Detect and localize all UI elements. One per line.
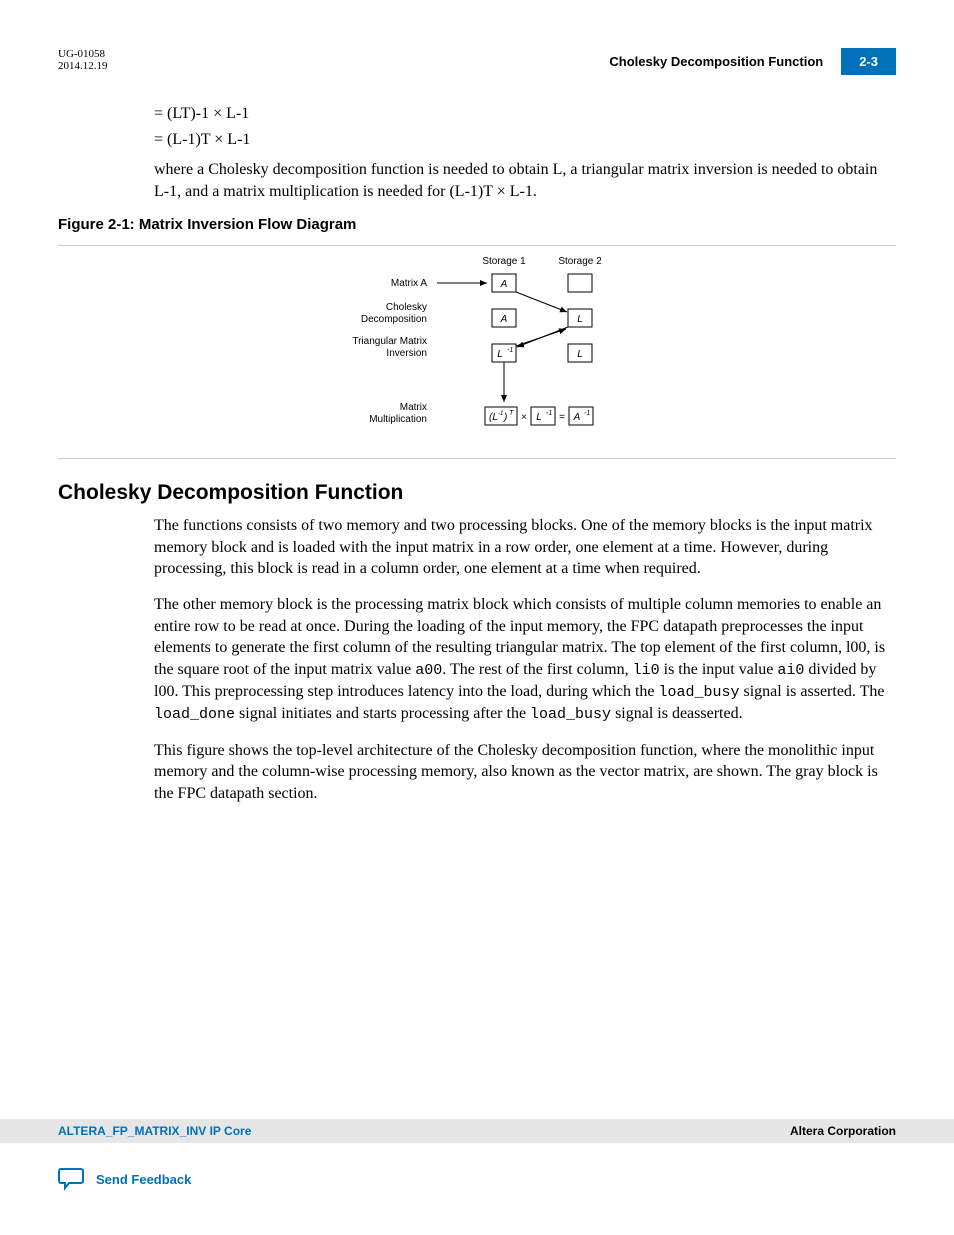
page: UG-01058 2014.12.19 Cholesky Decompositi… [0,0,954,1235]
figure-rule-top [58,245,896,246]
arrow-A-to-L [516,292,567,312]
equation-2: = (L-1)T × L-1 [154,131,896,149]
box-Linv2-text: L [536,412,542,423]
p3-code1: a00 [415,662,442,679]
label-tri1: Triangular Matrix [352,336,427,347]
box-A1-text: A [500,279,508,290]
footer-right: Altera Corporation [790,1124,896,1138]
paragraph-2: The functions consists of two memory and… [154,515,896,580]
box-L1-text: L [577,314,583,325]
flow-diagram-svg: Storage 1 Storage 2 Matrix A A Cholesky … [297,252,657,452]
p3-t5: signal is asserted. The [740,683,885,700]
figure-diagram: Storage 1 Storage 2 Matrix A A Cholesky … [58,252,896,452]
box-LinvT-post: ) [503,412,507,423]
label-cholesky1: Cholesky [386,302,427,313]
paragraph-intro: where a Cholesky decomposition function … [154,159,896,202]
equation-block: = (LT)-1 × L-1 = (L-1)T × L-1 [154,105,896,149]
header-title: Cholesky Decomposition Function [609,54,823,69]
arrow-Linv-to-L [516,329,566,346]
p3-code2: li0 [633,662,660,679]
box-Ainv-sup: -1 [584,410,590,417]
page-header: UG-01058 2014.12.19 Cholesky Decompositi… [58,48,896,75]
footer-left[interactable]: ALTERA_FP_MATRIX_INV IP Core [58,1124,251,1138]
p3-code6: load_busy [530,706,611,723]
equation-1: = (LT)-1 × L-1 [154,105,896,123]
box-LinvT-sup: -1 [498,411,503,417]
box-LinvT-pre: (L [489,412,498,423]
doc-id: UG-01058 [58,48,108,60]
p3-code3: ai0 [777,662,804,679]
paragraph-4: This figure shows the top-level architec… [154,740,896,805]
label-storage1: Storage 1 [482,256,526,267]
eq-symbol: = [559,412,565,423]
header-left: UG-01058 2014.12.19 [58,48,108,72]
box-Linv2-sup: -1 [546,410,552,417]
p3-t7: signal is deasserted. [611,705,743,722]
label-tri2: Inversion [386,348,427,359]
label-mult1: Matrix [400,402,427,413]
p3-t2: . The rest of the first column, [442,661,632,678]
section-heading: Cholesky Decomposition Function [58,481,896,505]
figure-caption: Figure 2-1: Matrix Inversion Flow Diagra… [58,216,896,233]
p3-t3: is the input value [660,661,778,678]
box-Ainv-text: A [573,412,581,423]
label-storage2: Storage 2 [558,256,602,267]
doc-date: 2014.12.19 [58,60,108,72]
p3-code5: load_done [154,706,235,723]
times-symbol: × [521,412,527,423]
paragraph-3: The other memory block is the processing… [154,594,896,726]
label-mult2: Multiplication [369,414,427,425]
box-Linv-text: L [497,349,503,360]
label-matrix-a: Matrix A [391,278,427,289]
footer-bar: ALTERA_FP_MATRIX_INV IP Core Altera Corp… [0,1119,954,1143]
p3-t6: signal initiates and starts processing a… [235,705,530,722]
speech-bubble-icon [58,1167,86,1191]
send-feedback-label: Send Feedback [96,1172,191,1187]
page-number-badge: 2-3 [841,48,896,75]
header-right: Cholesky Decomposition Function 2-3 [609,48,896,75]
box-A2-text: A [500,314,508,325]
figure-rule-bottom [58,458,896,459]
box-Linv-sup: -1 [507,347,513,354]
p3-code4: load_busy [658,684,739,701]
box-empty [568,274,592,292]
box-L2-text: L [577,349,583,360]
label-cholesky2: Decomposition [361,314,427,325]
send-feedback[interactable]: Send Feedback [58,1167,191,1191]
box-LinvT-T: T [509,410,514,417]
